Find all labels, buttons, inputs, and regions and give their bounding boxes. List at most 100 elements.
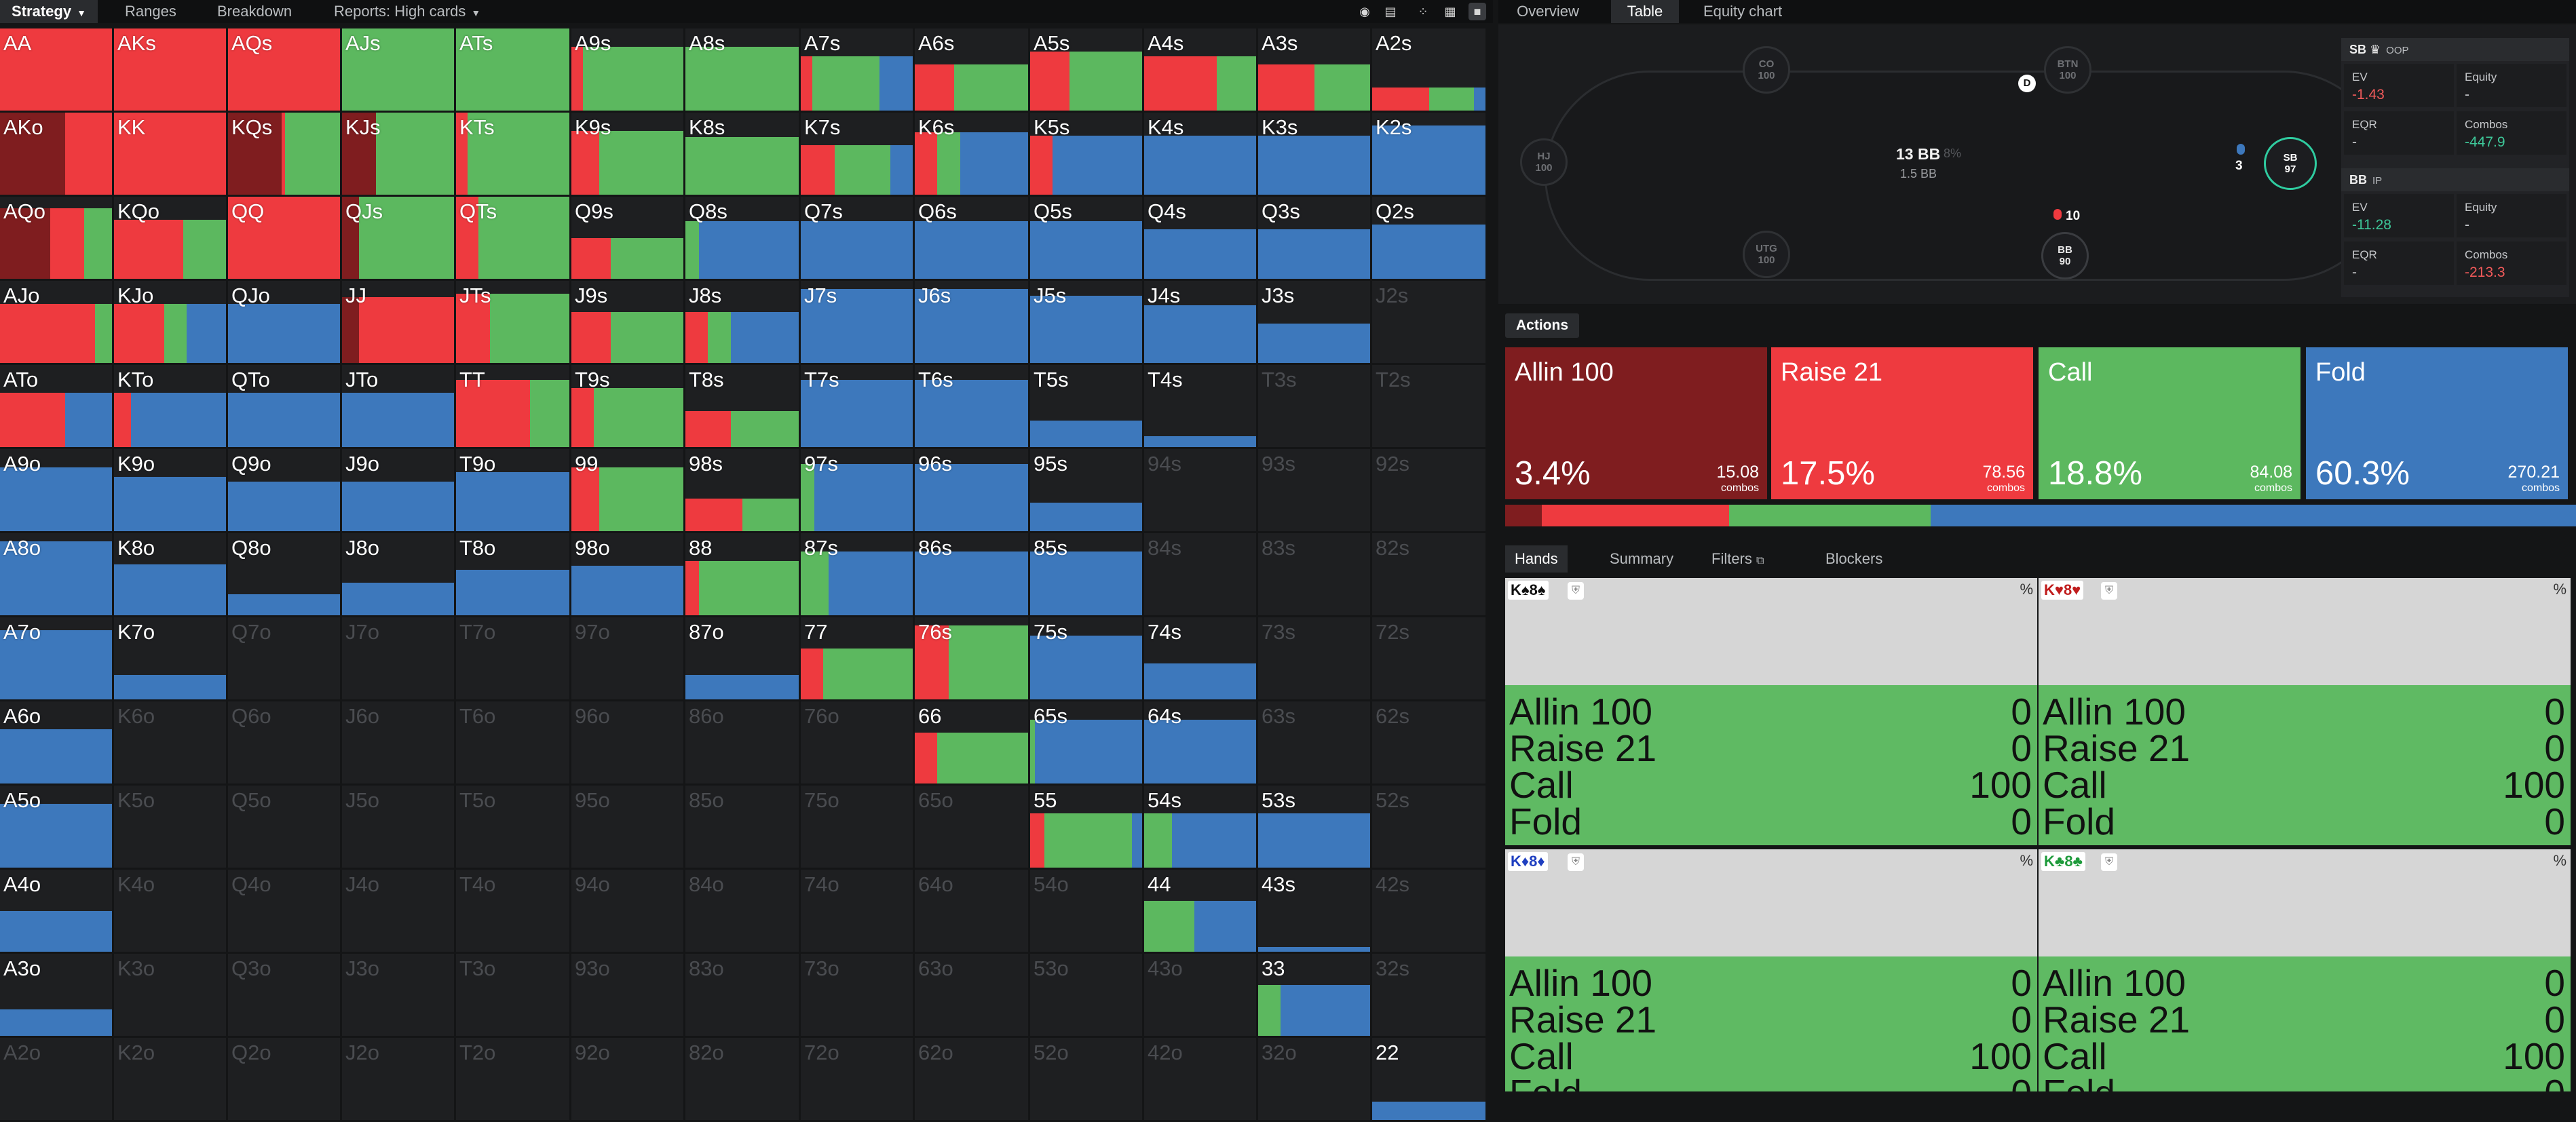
hand-cell-a6s[interactable]: A6s (915, 28, 1030, 113)
hand-cell-97s[interactable]: 97s (801, 449, 915, 533)
hand-cell-k2s[interactable]: K2s (1372, 113, 1488, 197)
tab-overview[interactable]: Overview (1498, 0, 1597, 23)
tab-hands[interactable]: Hands (1505, 545, 1568, 573)
hand-cell-75o[interactable]: 75o (801, 786, 915, 870)
hand-cell-k2o[interactable]: K2o (114, 1038, 228, 1122)
hand-cell-87s[interactable]: 87s (801, 533, 915, 617)
hand-cell-qto[interactable]: QTo (228, 365, 342, 449)
hand-cell-t8o[interactable]: T8o (456, 533, 571, 617)
hand-cell-94o[interactable]: 94o (571, 870, 685, 954)
hand-cell-q2s[interactable]: Q2s (1372, 197, 1488, 281)
hand-cell-kjo[interactable]: KJo (114, 281, 228, 365)
hand-cell-95o[interactable]: 95o (571, 786, 685, 870)
hand-cell-q4o[interactable]: Q4o (228, 870, 342, 954)
hand-cell-j7s[interactable]: J7s (801, 281, 915, 365)
hand-cell-t3s[interactable]: T3s (1258, 365, 1372, 449)
hand-card[interactable]: K♣8♣ ⛨% Allin 100 0 Raise 21 0 Call 100 Fold 0 (2039, 849, 2571, 1091)
hand-cell-86o[interactable]: 86o (685, 701, 801, 786)
hand-cell-t5o[interactable]: T5o (456, 786, 571, 870)
seat-bb[interactable]: BB 90 (2041, 232, 2089, 279)
hand-cell-74s[interactable]: 74s (1144, 617, 1258, 701)
hand-cell-a7s[interactable]: A7s (801, 28, 915, 113)
hand-cell-77[interactable]: 77 (801, 617, 915, 701)
hand-cell-k9o[interactable]: K9o (114, 449, 228, 533)
hand-cell-q7s[interactable]: Q7s (801, 197, 915, 281)
hand-cell-64s[interactable]: 64s (1144, 701, 1258, 786)
hand-cell-82s[interactable]: 82s (1372, 533, 1488, 617)
hand-cell-73s[interactable]: 73s (1258, 617, 1372, 701)
hand-cell-j9s[interactable]: J9s (571, 281, 685, 365)
hand-cell-j6s[interactable]: J6s (915, 281, 1030, 365)
hand-cell-54s[interactable]: 54s (1144, 786, 1258, 870)
hand-cell-87o[interactable]: 87o (685, 617, 801, 701)
tab-ranges[interactable]: Ranges (125, 0, 176, 23)
hand-cell-kqs[interactable]: KQs (228, 113, 342, 197)
hand-cell-q6s[interactable]: Q6s (915, 197, 1030, 281)
hand-cell-j5s[interactable]: J5s (1030, 281, 1144, 365)
hand-cell-aa[interactable]: AA (0, 28, 114, 113)
hand-cell-t7s[interactable]: T7s (801, 365, 915, 449)
hand-cell-q4s[interactable]: Q4s (1144, 197, 1258, 281)
percent-toggle[interactable]: % (2553, 581, 2566, 598)
hand-cell-83s[interactable]: 83s (1258, 533, 1372, 617)
hand-cell-83o[interactable]: 83o (685, 954, 801, 1038)
hand-cell-j3o[interactable]: J3o (342, 954, 456, 1038)
grid-large-icon[interactable]: ▦ (1444, 5, 1456, 18)
seat-utg[interactable]: UTG 100 (1743, 231, 1790, 278)
hand-cell-85s[interactable]: 85s (1030, 533, 1144, 617)
hand-cell-53o[interactable]: 53o (1030, 954, 1144, 1038)
hand-cell-a3o[interactable]: A3o (0, 954, 114, 1038)
hand-cell-k5o[interactable]: K5o (114, 786, 228, 870)
hand-cell-52o[interactable]: 52o (1030, 1038, 1144, 1122)
hand-cell-q3s[interactable]: Q3s (1258, 197, 1372, 281)
hand-cell-q9s[interactable]: Q9s (571, 197, 685, 281)
hand-cell-k4s[interactable]: K4s (1144, 113, 1258, 197)
action-card-fold[interactable]: Fold 60.3% 270.21 combos (2306, 347, 2568, 499)
hand-cell-t9o[interactable]: T9o (456, 449, 571, 533)
seat-hj[interactable]: HJ 100 (1520, 138, 1568, 186)
hand-cell-jj[interactable]: JJ (342, 281, 456, 365)
hand-cell-q8o[interactable]: Q8o (228, 533, 342, 617)
hand-card[interactable]: K♦8♦ ⛨% Allin 100 0 Raise 21 0 Call 100 Fold 0 (1505, 849, 2037, 1091)
hand-cell-t6s[interactable]: T6s (915, 365, 1030, 449)
hand-cell-52s[interactable]: 52s (1372, 786, 1488, 870)
shield-icon[interactable]: ⛨ (2101, 853, 2117, 871)
hand-cell-92s[interactable]: 92s (1372, 449, 1488, 533)
shield-icon[interactable]: ⛨ (1568, 582, 1584, 600)
seat-sb[interactable]: SB 97 (2264, 137, 2317, 190)
hand-cell-a5s[interactable]: A5s (1030, 28, 1144, 113)
hand-cell-q5s[interactable]: Q5s (1030, 197, 1144, 281)
hand-cell-82o[interactable]: 82o (685, 1038, 801, 1122)
hand-cell-63s[interactable]: 63s (1258, 701, 1372, 786)
hand-cell-q7o[interactable]: Q7o (228, 617, 342, 701)
hand-cell-jts[interactable]: JTs (456, 281, 571, 365)
hand-cell-53s[interactable]: 53s (1258, 786, 1372, 870)
hand-cell-kjs[interactable]: KJs (342, 113, 456, 197)
hand-cell-76s[interactable]: 76s (915, 617, 1030, 701)
percent-toggle[interactable]: % (2020, 581, 2033, 598)
hand-cell-ajo[interactable]: AJo (0, 281, 114, 365)
hand-cell-aks[interactable]: AKs (114, 28, 228, 113)
hand-cell-k9s[interactable]: K9s (571, 113, 685, 197)
hand-cell-84s[interactable]: 84s (1144, 533, 1258, 617)
percent-toggle[interactable]: % (2020, 852, 2033, 869)
action-card-call[interactable]: Call 18.8% 84.08 combos (2039, 347, 2300, 499)
tab-equity-chart[interactable]: Equity chart (1703, 0, 1782, 23)
hand-cell-k6s[interactable]: K6s (915, 113, 1030, 197)
hand-cell-q9o[interactable]: Q9o (228, 449, 342, 533)
hand-cell-j4s[interactable]: J4s (1144, 281, 1258, 365)
hand-cell-t4o[interactable]: T4o (456, 870, 571, 954)
hand-cell-93s[interactable]: 93s (1258, 449, 1372, 533)
hand-cell-96s[interactable]: 96s (915, 449, 1030, 533)
hand-cell-k8s[interactable]: K8s (685, 113, 801, 197)
hand-cell-j7o[interactable]: J7o (342, 617, 456, 701)
hand-cell-k3o[interactable]: K3o (114, 954, 228, 1038)
hand-cell-a3s[interactable]: A3s (1258, 28, 1372, 113)
hand-cell-a2s[interactable]: A2s (1372, 28, 1488, 113)
hand-cell-65s[interactable]: 65s (1030, 701, 1144, 786)
hand-cell-j2s[interactable]: J2s (1372, 281, 1488, 365)
hand-cell-jto[interactable]: JTo (342, 365, 456, 449)
hand-cell-32s[interactable]: 32s (1372, 954, 1488, 1038)
hand-cell-95s[interactable]: 95s (1030, 449, 1144, 533)
hand-cell-73o[interactable]: 73o (801, 954, 915, 1038)
